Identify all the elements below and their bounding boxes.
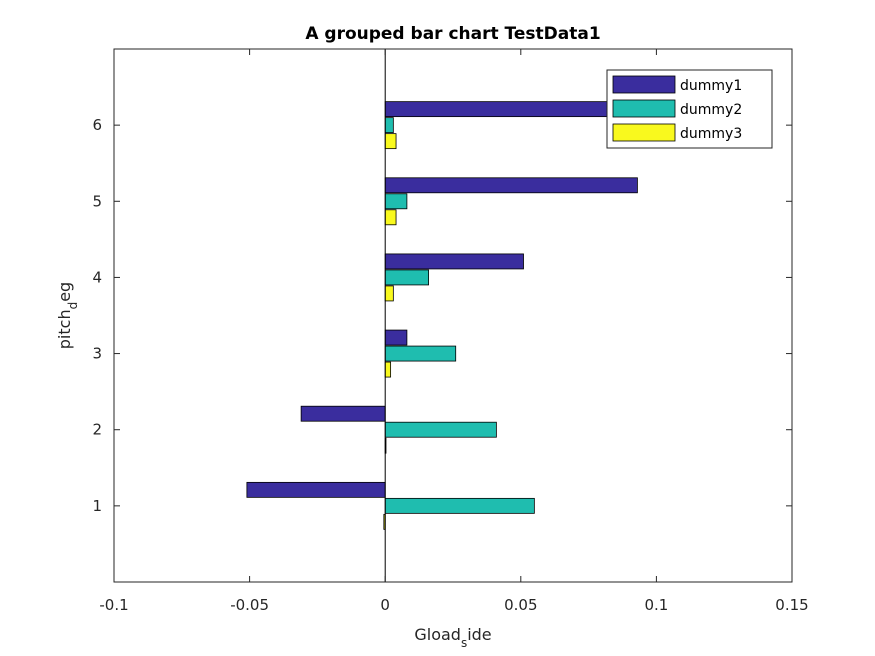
bar-dummy3-4	[384, 285, 394, 302]
bar-dummy3-6	[384, 133, 397, 150]
bar-dummy2-2	[384, 421, 497, 438]
bar-dummy2-3	[384, 345, 457, 362]
bar-dummy3-5	[384, 209, 397, 226]
bar-dummy1-5	[384, 177, 638, 194]
y-axis-label: pitchdeg	[55, 282, 80, 349]
bar-dummy3-3	[384, 361, 392, 378]
chart-title: A grouped bar chart TestData1	[305, 24, 600, 44]
y-tick-label: 5	[92, 192, 102, 210]
legend-label-dummy3: dummy3	[680, 126, 742, 142]
legend: dummy1 dummy2 dummy3	[606, 69, 773, 149]
bar-dummy1-1	[246, 481, 386, 498]
legend-label-dummy2: dummy2	[680, 102, 742, 118]
legend-swatch-dummy2	[612, 99, 676, 118]
bar-dummy1-3	[384, 329, 408, 346]
legend-swatch-dummy1	[612, 75, 676, 94]
x-tick-label: -0.1	[99, 596, 128, 614]
x-tick-label: -0.05	[230, 596, 269, 614]
y-tick-label: 2	[92, 421, 102, 439]
x-tick-label: 0	[380, 596, 390, 614]
x-tick-label: 0.05	[504, 596, 537, 614]
bar-dummy1-4	[384, 253, 524, 270]
x-axis-label: Gloadside	[414, 625, 491, 650]
bar-dummy2-1	[384, 497, 535, 514]
axes-box	[113, 48, 793, 583]
y-tick-label: 6	[92, 116, 102, 134]
axes: -0.1 -0.05 0 0.05 0.1 0.15 1 2 3 4 5 6 Gloadside pitc…	[55, 48, 809, 650]
y-tick-label: 4	[92, 268, 102, 286]
bar-dummy2-5	[384, 193, 408, 210]
bar-dummy2-6	[384, 117, 394, 134]
legend-label-dummy1: dummy1	[680, 78, 742, 94]
bar-dummy2-4	[384, 269, 429, 286]
x-tick-label: 0.15	[775, 596, 808, 614]
x-tick-label: 0.1	[644, 596, 668, 614]
y-tick-label: 1	[92, 497, 102, 515]
legend-swatch-dummy3	[612, 123, 676, 142]
bar-dummy1-2	[300, 405, 386, 422]
y-tick-label: 3	[92, 345, 102, 363]
